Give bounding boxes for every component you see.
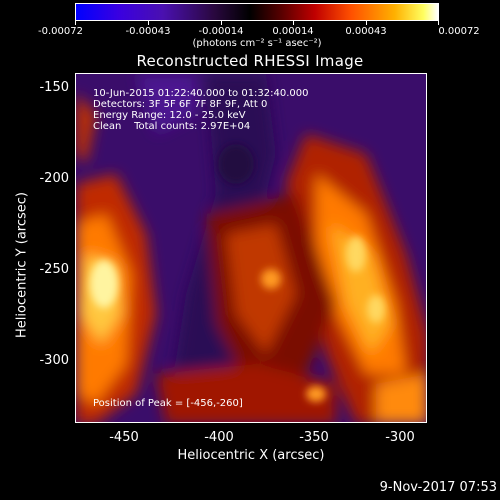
rhessi-image-canvas — [76, 74, 426, 422]
clean-total-counts: Clean Total counts: 2.97E+04 — [93, 121, 251, 132]
energy-range: Energy Range: 12.0 - 25.0 keV — [93, 110, 246, 121]
y-tick-label: -250 — [39, 262, 69, 277]
x-tick-label: -450 — [109, 430, 139, 445]
colorbar-tick — [75, 21, 76, 25]
image-title: Reconstructed RHESSI Image — [136, 52, 364, 70]
colorbar-tick-label: -0.00043 — [125, 26, 171, 37]
y-tick-label: -300 — [39, 353, 69, 368]
x-tick-label: -400 — [204, 430, 234, 445]
plot-timestamp: 9-Nov-2017 07:53 — [379, 480, 497, 495]
detectors-info: Detectors: 3F 5F 6F 7F 8F 9F, Att 0 — [93, 99, 268, 110]
x-tick-label: -300 — [385, 430, 415, 445]
colorbar-tick-label: 0.00043 — [345, 26, 387, 37]
y-axis-title: Heliocentric Y (arcsec) — [14, 192, 30, 338]
y-tick-label: -150 — [39, 80, 69, 95]
colorbar-tick — [293, 21, 294, 25]
x-tick-label: -350 — [299, 430, 329, 445]
colorbar-tick-label: -0.00014 — [198, 26, 244, 37]
rhessi-image: 10-Jun-2015 01:22:40.000 to 01:32:40.000… — [75, 73, 427, 423]
colorbar-tick — [438, 21, 439, 25]
colorbar-tick-label: -0.00072 — [38, 26, 83, 37]
colorbar-tick — [221, 21, 222, 25]
colorbar-tick-label: 0.00072 — [438, 26, 480, 37]
colorbar-tick — [366, 21, 367, 25]
colorbar-tick — [148, 21, 149, 25]
y-tick-label: -200 — [39, 171, 69, 186]
colorbar-units: (photons cm⁻² s⁻¹ asec⁻²) — [192, 38, 322, 49]
time-range: 10-Jun-2015 01:22:40.000 to 01:32:40.000 — [93, 88, 309, 99]
x-axis-title: Heliocentric X (arcsec) — [177, 448, 325, 463]
peak-position: Position of Peak = [-456,-260] — [93, 398, 243, 409]
colorbar-tick-label: 0.00014 — [272, 26, 314, 37]
colorbar — [75, 3, 439, 21]
